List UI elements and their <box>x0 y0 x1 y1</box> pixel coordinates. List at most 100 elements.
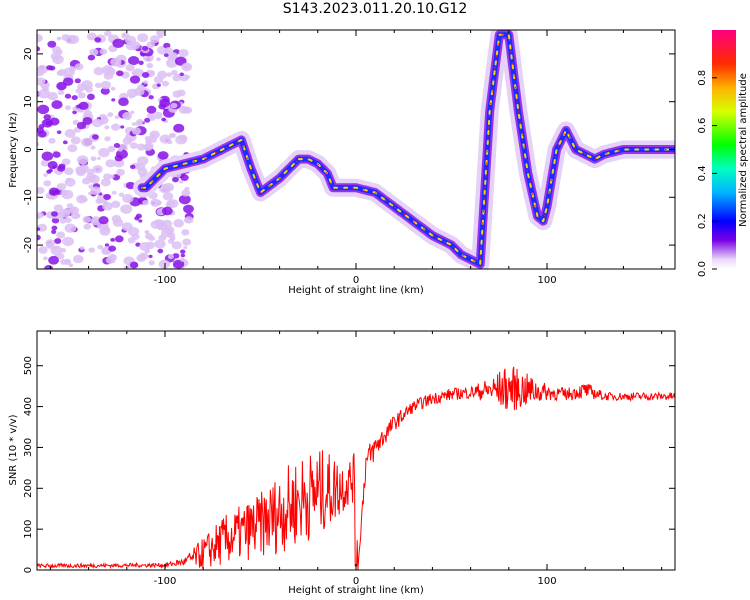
noise-blob <box>88 247 96 253</box>
noise-blob <box>109 174 115 179</box>
noise-blob <box>161 206 173 216</box>
noise-blob <box>138 60 144 65</box>
noise-blob <box>94 37 102 43</box>
noise-blob <box>144 248 151 254</box>
noise-blob <box>175 135 187 145</box>
noise-blob <box>149 35 160 43</box>
noise-blob <box>165 58 178 68</box>
noise-blob <box>127 56 140 66</box>
noise-blob <box>135 120 142 126</box>
noise-blob <box>137 84 145 91</box>
noise-blob <box>132 68 144 78</box>
noise-blob <box>104 136 111 142</box>
noise-blob <box>137 33 149 43</box>
noise-blob <box>150 198 161 207</box>
noise-blob <box>48 255 60 265</box>
noise-blob <box>56 182 67 191</box>
noise-blob <box>136 254 147 262</box>
y-tick-label: 300 <box>23 438 34 457</box>
noise-blob <box>110 86 116 91</box>
noise-blob <box>169 53 177 59</box>
noise-blob <box>129 142 138 149</box>
noise-blob <box>172 90 182 98</box>
noise-blob <box>90 186 101 196</box>
noise-blob <box>163 53 169 58</box>
noise-blob <box>172 176 180 183</box>
noise-blob <box>185 64 191 68</box>
noise-blob <box>103 193 112 201</box>
snr-plot <box>37 366 675 570</box>
noise-blob <box>93 66 104 76</box>
ridge-core <box>141 33 675 266</box>
noise-blob <box>181 189 191 197</box>
noise-blob <box>104 243 110 247</box>
noise-blob <box>139 241 151 251</box>
noise-blob <box>72 110 77 115</box>
noise-blob <box>129 261 139 269</box>
noise-blob <box>156 30 165 37</box>
noise-blob <box>43 256 48 261</box>
noise-blob <box>149 130 160 139</box>
noise-blob <box>74 63 84 71</box>
noise-blob <box>144 230 150 235</box>
noise-blob <box>169 133 175 138</box>
noise-blob <box>122 194 134 204</box>
noise-blob <box>111 98 116 102</box>
snr-panel: -100 0 100 0 100 200 300 400 500 Height of strai… <box>8 330 676 596</box>
noise-blob <box>60 190 69 197</box>
noise-blob <box>79 108 84 113</box>
noise-blob <box>107 145 116 152</box>
noise-blob <box>77 92 86 99</box>
colorbar-tick-label: 0.2 <box>697 213 708 229</box>
noise-blob <box>47 40 57 48</box>
x-tick-label: 0 <box>353 576 359 587</box>
noise-blob <box>180 249 186 254</box>
noise-blob <box>90 145 96 150</box>
noise-blob <box>171 241 182 250</box>
noise-blob <box>127 237 136 244</box>
noise-blob <box>63 167 74 176</box>
noise-blob <box>51 217 60 224</box>
noise-blob <box>131 127 142 135</box>
noise-blob <box>60 259 68 265</box>
noise-blob <box>178 194 191 205</box>
noise-blob <box>92 134 99 140</box>
noise-blob <box>98 216 109 225</box>
noise-blob <box>171 69 178 76</box>
noise-blob <box>48 187 60 196</box>
noise-blob <box>122 137 133 145</box>
noise-blob <box>64 129 76 138</box>
noise-blob <box>59 218 66 224</box>
noise-blob <box>76 155 89 165</box>
noise-blob <box>183 245 188 250</box>
x-tick-label: 0 <box>353 275 359 286</box>
noise-blob <box>128 94 135 99</box>
noise-blob <box>138 219 143 223</box>
noise-blob <box>173 123 185 133</box>
noise-blob <box>100 80 112 90</box>
noise-blob <box>111 200 121 209</box>
noise-blob <box>114 235 124 243</box>
noise-blob <box>91 118 103 128</box>
noise-blob <box>120 125 125 129</box>
noise-blob <box>116 70 124 77</box>
noise-blob <box>37 127 44 134</box>
noise-blob <box>61 158 71 166</box>
noise-blob <box>148 95 154 100</box>
noise-blob <box>66 203 74 209</box>
noise-blob <box>179 180 184 184</box>
noise-blob <box>37 227 41 231</box>
noise-blob <box>148 254 153 259</box>
noise-blob <box>156 57 161 62</box>
noise-blob <box>136 143 146 151</box>
noise-blob <box>181 229 190 236</box>
colorbar-tick-label: 0.0 <box>697 261 708 277</box>
noise-blob <box>185 74 191 79</box>
noise-blob <box>162 182 175 192</box>
noise-blob <box>131 71 137 76</box>
noise-blob <box>43 173 48 177</box>
colorbar-label: Normalized spectral amplitude <box>738 73 749 227</box>
noise-blob <box>161 117 167 122</box>
noise-blob <box>64 105 71 111</box>
